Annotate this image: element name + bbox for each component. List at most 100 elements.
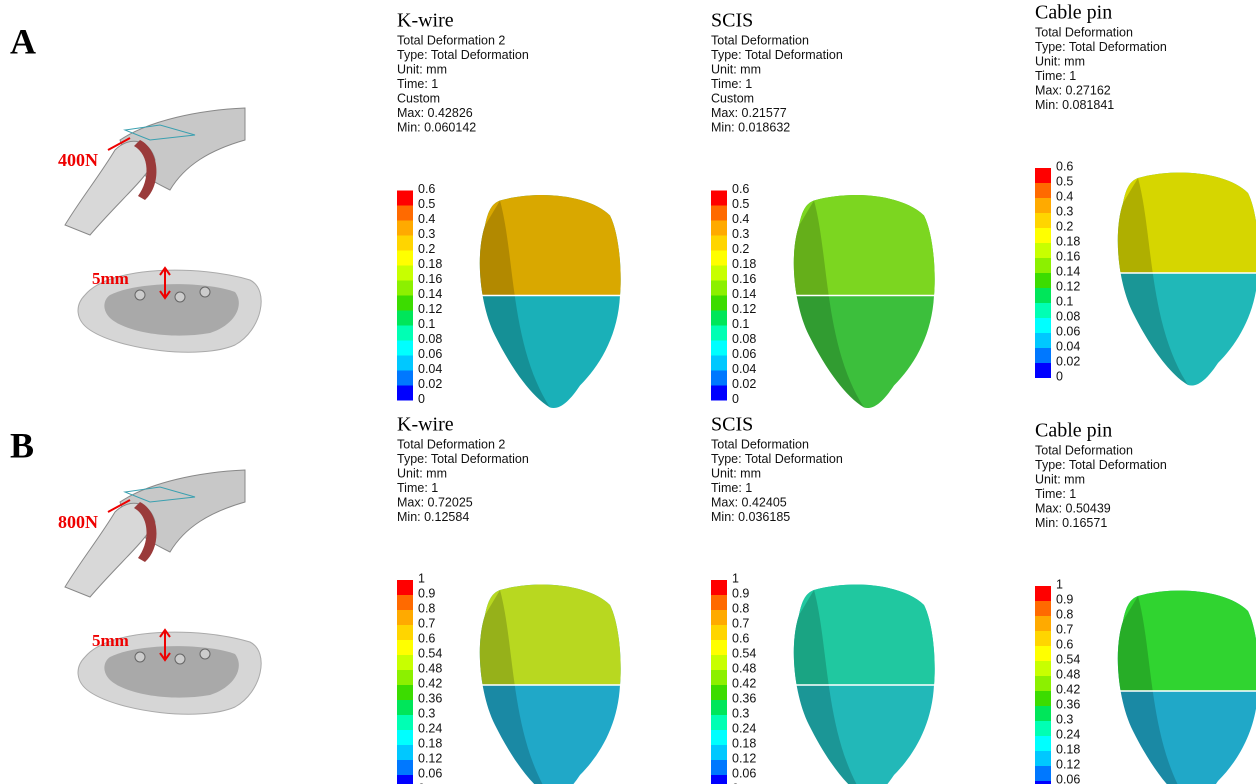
legend-label: 0.18 xyxy=(732,736,756,750)
legend-swatch xyxy=(711,236,727,251)
legend-swatch xyxy=(711,356,727,371)
legend-swatch xyxy=(1035,258,1051,273)
displacement-label: 5mm xyxy=(92,269,129,288)
result-info: Type: Total Deformation xyxy=(1035,458,1167,472)
legend-swatch xyxy=(397,266,413,281)
legend-swatch xyxy=(397,341,413,356)
legend-label: 0.12 xyxy=(732,751,756,765)
legend-label: 0.3 xyxy=(1056,204,1073,218)
result-info: Type: Total Deformation xyxy=(397,48,529,62)
legend-label: 0.7 xyxy=(418,616,435,630)
legend-swatch xyxy=(1035,751,1051,766)
legend-swatch xyxy=(397,326,413,341)
result-info: Time: 1 xyxy=(397,77,438,91)
legend-label: 0.6 xyxy=(1056,637,1073,651)
legend-swatch xyxy=(711,625,727,640)
result-info: Max: 0.50439 xyxy=(1035,501,1111,515)
legend-swatch xyxy=(397,715,413,730)
legend-label: 0.3 xyxy=(418,227,435,241)
result-info: Time: 1 xyxy=(1035,69,1076,83)
legend-swatch xyxy=(397,191,413,206)
legend-swatch xyxy=(397,221,413,236)
legend-label: 0.2 xyxy=(732,242,749,256)
legend-swatch xyxy=(711,775,727,784)
deformation-model xyxy=(1118,591,1256,784)
result-info: Time: 1 xyxy=(397,481,438,495)
legend-swatch xyxy=(711,715,727,730)
legend-swatch xyxy=(397,251,413,266)
legend-swatch xyxy=(1035,168,1051,183)
legend-label: 0.5 xyxy=(1056,174,1073,188)
legend-swatch xyxy=(711,595,727,610)
legend-swatch xyxy=(1035,303,1051,318)
deformation-model xyxy=(480,585,621,784)
displacement-label: 5mm xyxy=(92,631,129,650)
legend-swatch xyxy=(397,311,413,326)
result-title: SCIS xyxy=(711,414,753,436)
legend-swatch xyxy=(711,371,727,386)
legend-label: 0.24 xyxy=(418,721,442,735)
legend-label: 0.04 xyxy=(1056,339,1080,353)
legend-label: 0.08 xyxy=(418,332,442,346)
legend-swatch xyxy=(397,356,413,371)
result-info: Min: 0.060142 xyxy=(397,120,476,134)
legend-label: 0.24 xyxy=(732,721,756,735)
legend-label: 1 xyxy=(732,571,739,585)
legend-swatch xyxy=(1035,333,1051,348)
result-info: Unit: mm xyxy=(397,62,447,76)
legend-swatch xyxy=(711,640,727,655)
deformation-model xyxy=(794,195,935,408)
legend-swatch xyxy=(397,700,413,715)
result-info: Max: 0.42826 xyxy=(397,106,473,120)
legend-label: 0.1 xyxy=(1056,294,1073,308)
legend-label: 0.48 xyxy=(1056,667,1080,681)
legend-swatch xyxy=(397,580,413,595)
legend-label: 0.1 xyxy=(732,317,749,331)
legend-swatch xyxy=(397,760,413,775)
result-info: Max: 0.27162 xyxy=(1035,83,1111,97)
legend-label: 0.08 xyxy=(1056,309,1080,323)
legend-swatch xyxy=(711,580,727,595)
legend-label: 0.18 xyxy=(732,257,756,271)
legend-label: 0.02 xyxy=(732,377,756,391)
result-title: SCIS xyxy=(711,10,753,32)
legend-label: 0.8 xyxy=(418,601,435,615)
legend-label: 0.5 xyxy=(732,197,749,211)
legend-swatch xyxy=(1035,676,1051,691)
result-info: Min: 0.018632 xyxy=(711,120,790,134)
legend-swatch xyxy=(711,655,727,670)
legend-swatch xyxy=(1035,228,1051,243)
screw-hole xyxy=(200,649,210,659)
legend-label: 1 xyxy=(1056,577,1063,591)
result-info: Type: Total Deformation xyxy=(711,48,843,62)
legend-swatch xyxy=(711,251,727,266)
legend-swatch xyxy=(397,206,413,221)
legend-label: 0.18 xyxy=(1056,234,1080,248)
legend-label: 0 xyxy=(418,392,425,406)
result-info: Unit: mm xyxy=(711,466,761,480)
legend-swatch xyxy=(711,191,727,206)
legend-label: 0 xyxy=(1056,369,1063,383)
result-info: Total Deformation 2 xyxy=(397,437,505,451)
legend-swatch xyxy=(397,670,413,685)
result-info: Custom xyxy=(711,91,754,105)
legend-label: 0.12 xyxy=(1056,757,1080,771)
legend-swatch xyxy=(1035,766,1051,781)
result-info: Unit: mm xyxy=(1035,472,1085,486)
legend-label: 0.02 xyxy=(1056,354,1080,368)
legend-swatch xyxy=(1035,601,1051,616)
legend-label: 0.12 xyxy=(418,302,442,316)
legend-swatch xyxy=(397,685,413,700)
result-title: K-wire xyxy=(397,10,454,32)
legend-label: 0.06 xyxy=(1056,324,1080,338)
legend-label: 0.16 xyxy=(418,272,442,286)
result-info: Time: 1 xyxy=(711,481,752,495)
legend-swatch xyxy=(397,775,413,784)
result-info: Total Deformation xyxy=(711,437,809,451)
legend-swatch xyxy=(711,266,727,281)
legend-swatch xyxy=(711,326,727,341)
legend-swatch xyxy=(397,296,413,311)
legend-swatch xyxy=(1035,198,1051,213)
legend-swatch xyxy=(711,311,727,326)
